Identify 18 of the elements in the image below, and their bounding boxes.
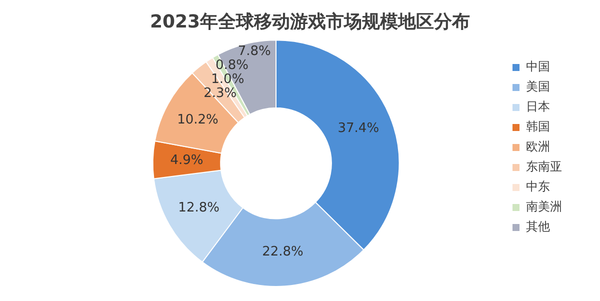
data-label: 12.8%: [178, 200, 220, 216]
data-label: 7.8%: [238, 44, 271, 59]
data-label: 1.0%: [211, 72, 244, 87]
legend-label: 东南亚: [526, 160, 562, 174]
data-label: 22.8%: [262, 244, 304, 260]
legend-label: 日本: [526, 100, 550, 114]
data-label: 4.9%: [170, 153, 204, 168]
data-label: 37.4%: [338, 121, 380, 136]
legend-label: 南美洲: [526, 200, 562, 214]
data-label: 10.2%: [177, 112, 218, 128]
legend-label: 中东: [526, 180, 550, 194]
legend-label: 韩国: [526, 120, 550, 134]
chart-title: 2023年全球移动游戏市场规模地区分布: [150, 11, 470, 32]
data-label: 2.3%: [204, 86, 237, 101]
legend-label: 其他: [526, 220, 550, 234]
legend-label: 中国: [526, 60, 550, 74]
legend-label: 美国: [526, 80, 550, 94]
legend-label: 欧洲: [526, 140, 550, 154]
